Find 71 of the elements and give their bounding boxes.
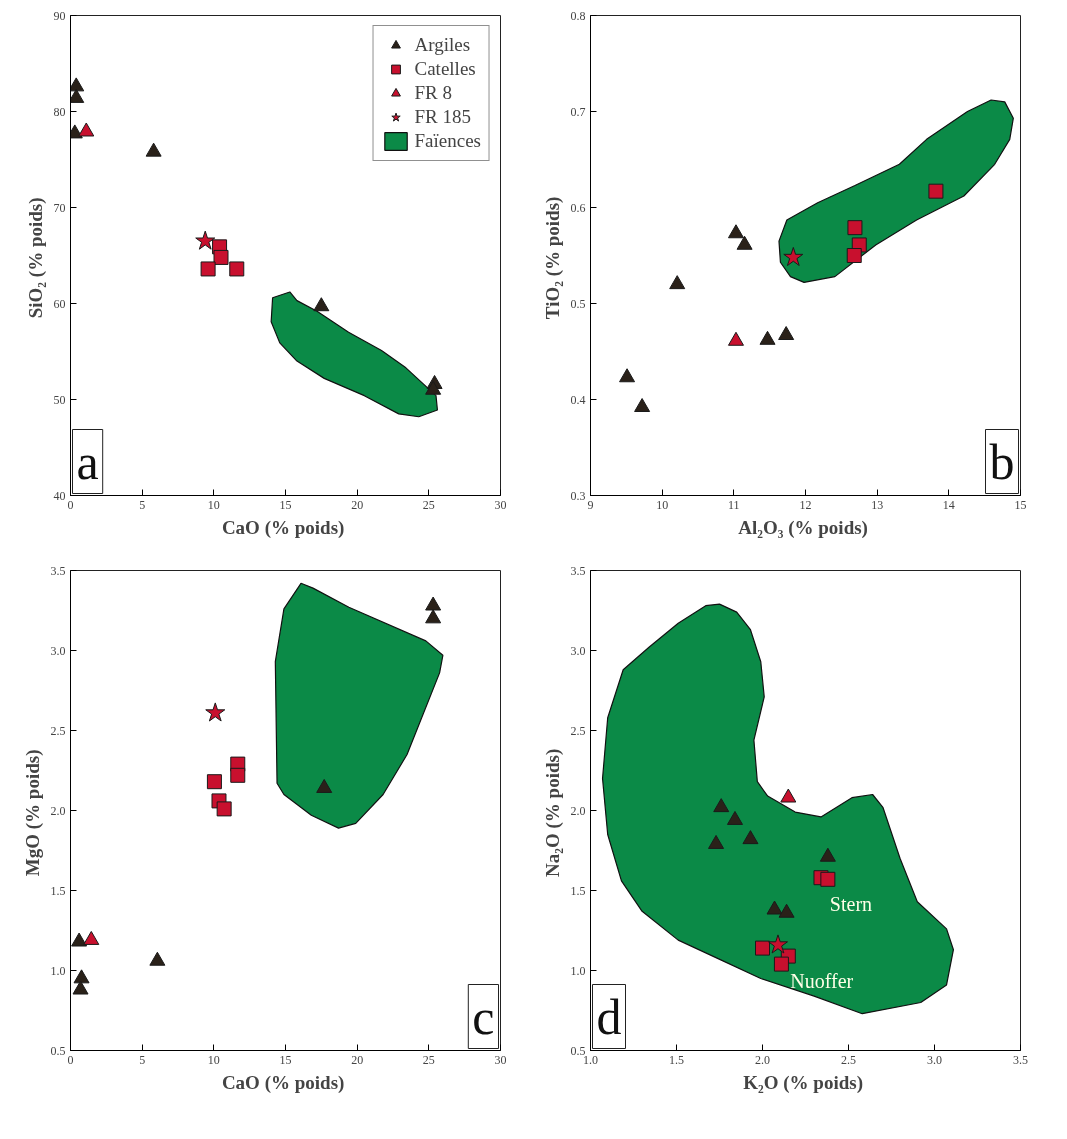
y-tick-label: 1.5: [50, 883, 66, 898]
x-tick-label: 14: [942, 497, 955, 512]
x-tick-label: 20: [351, 1052, 364, 1067]
y-axis-title: Na₂O (% poids): [541, 748, 564, 877]
x-axis-title: K₂O (% poids): [743, 1071, 863, 1094]
annotation: Nuoffer: [790, 970, 854, 993]
y-axis-title: TiO₂ (% poids): [541, 196, 564, 320]
x-tick-label: 30: [494, 1052, 507, 1067]
y-tick-label: 2.5: [570, 723, 586, 738]
x-axis-title: Al₂O₃ (% poids): [738, 516, 868, 539]
y-tick-label: 0.5: [570, 296, 586, 311]
x-tick-label: 9: [587, 497, 594, 512]
x-tick-label: 10: [207, 497, 220, 512]
legend-label: Catelles: [414, 58, 476, 80]
legend-label: Faïences: [414, 130, 481, 152]
x-tick-label: 30: [494, 497, 507, 512]
x-tick-label: 15: [1014, 497, 1027, 512]
annotation: a: [76, 433, 99, 490]
y-tick-label: 0.6: [570, 200, 586, 215]
legend-label: Argiles: [414, 34, 471, 56]
y-tick-label: 0.3: [570, 488, 586, 503]
x-tick-label: 1.0: [583, 1052, 598, 1067]
y-tick-label: 90: [53, 8, 66, 23]
y-tick-label: 60: [53, 296, 66, 311]
y-axis-title: SiO₂ (% poids): [24, 197, 47, 319]
annotation: d: [596, 988, 622, 1045]
y-tick-label: 3.5: [50, 563, 66, 578]
x-tick-label: 2.5: [841, 1052, 856, 1067]
y-tick-label: 0.4: [570, 392, 586, 407]
x-tick-label: 15: [279, 1052, 292, 1067]
x-tick-label: 3.0: [927, 1052, 942, 1067]
x-tick-label: 1.5: [669, 1052, 684, 1067]
annotation: c: [472, 988, 495, 1045]
y-tick-label: 80: [53, 104, 66, 119]
y-tick-label: 0.8: [570, 8, 586, 23]
y-tick-label: 2.5: [50, 723, 66, 738]
x-tick-label: 12: [799, 497, 812, 512]
x-tick-label: 13: [871, 497, 884, 512]
x-tick-label: 0: [67, 1052, 74, 1067]
y-tick-label: 50: [53, 392, 66, 407]
x-tick-label: 25: [422, 497, 435, 512]
y-tick-label: 2.0: [570, 803, 586, 818]
x-tick-label: 5: [139, 497, 146, 512]
y-axis-title: MgO (% poids): [21, 749, 44, 877]
legend-label: FR 185: [414, 106, 472, 128]
x-tick-label: 15: [279, 497, 292, 512]
x-tick-label: 10: [656, 497, 669, 512]
y-tick-label: 0.5: [50, 1043, 66, 1058]
annotation: Stern: [829, 893, 873, 916]
x-tick-label: 10: [207, 1052, 220, 1067]
x-tick-label: 0: [67, 497, 74, 512]
legend-label: FR 8: [414, 82, 453, 104]
y-tick-label: 2.0: [50, 803, 66, 818]
x-axis-title: CaO (% poids): [221, 1071, 345, 1094]
y-tick-label: 3.0: [570, 643, 586, 658]
y-tick-label: 3.5: [570, 563, 586, 578]
y-tick-label: 70: [53, 200, 66, 215]
y-tick-label: 3.0: [50, 643, 66, 658]
y-tick-label: 1.5: [570, 883, 586, 898]
annotation: b: [989, 433, 1015, 490]
x-tick-label: 20: [351, 497, 364, 512]
x-tick-label: 25: [422, 1052, 435, 1067]
y-tick-label: 1.0: [570, 963, 586, 978]
y-tick-label: 1.0: [50, 963, 66, 978]
x-axis-title: CaO (% poids): [221, 516, 345, 539]
y-tick-label: 0.7: [570, 104, 586, 119]
x-tick-label: 5: [139, 1052, 146, 1067]
y-tick-label: 40: [53, 488, 66, 503]
x-tick-label: 2.0: [755, 1052, 770, 1067]
x-tick-label: 3.5: [1013, 1052, 1028, 1067]
x-tick-label: 11: [728, 497, 740, 512]
